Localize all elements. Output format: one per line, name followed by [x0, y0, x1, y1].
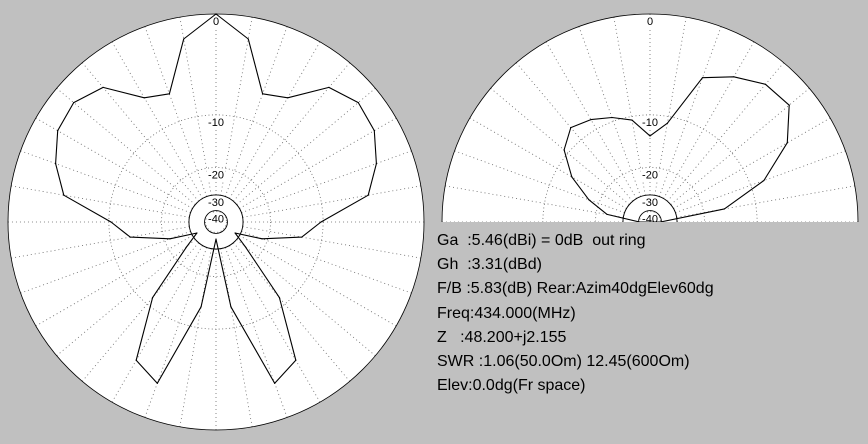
db-tick-label-bg — [207, 212, 225, 226]
db-tick-label-bg — [207, 168, 225, 182]
pattern-point — [196, 232, 198, 234]
elevation-polar-plot: 0 -10 -20 -30 -40 — [441, 13, 859, 226]
pattern-point — [186, 245, 188, 248]
frequency-readout: Freq:434.000(MHz) — [437, 304, 576, 322]
pattern-point — [55, 163, 57, 165]
pattern-point — [278, 297, 281, 299]
pattern-point — [274, 382, 276, 384]
elevation-readout: Elev:0.0dg(Fr space) — [437, 377, 586, 395]
pattern-point — [649, 135, 651, 137]
pattern-point — [320, 221, 322, 223]
db-ring — [205, 211, 227, 233]
db-ring — [595, 167, 705, 222]
pattern-point — [723, 208, 725, 210]
db-tick-label: -40 — [642, 214, 658, 226]
pattern-point — [110, 221, 112, 223]
db-tick-label-bg — [641, 15, 659, 28]
pattern-point — [659, 221, 661, 222]
pattern-point — [763, 179, 765, 182]
pattern-point — [168, 93, 170, 95]
pattern-point — [244, 245, 246, 248]
pattern-point — [151, 297, 154, 299]
pattern-point — [733, 76, 735, 78]
pattern-point — [666, 122, 669, 124]
azimuth-polar-plot: 0 -10 -20 -30 -40 — [7, 13, 425, 431]
pattern-point — [129, 236, 131, 238]
pattern-point — [588, 199, 590, 201]
pattern-point — [563, 149, 565, 151]
pattern-point — [788, 104, 790, 106]
pattern-point — [295, 359, 297, 361]
pattern-point — [234, 232, 236, 234]
pattern-point — [357, 101, 359, 104]
pattern-point — [367, 194, 369, 196]
pattern-point — [639, 221, 641, 222]
pattern-point — [571, 176, 573, 178]
pattern-point — [301, 236, 303, 238]
db-tick-label: -30 — [642, 197, 658, 209]
pattern-point — [262, 93, 264, 95]
db-tick-label-bg — [207, 15, 225, 28]
pattern-point — [373, 130, 375, 132]
antenna-info-panel: Ga :5.46(dBi) = 0dB out ring Gh :3.31(dB… — [437, 229, 714, 398]
db-tick-label: 0 — [647, 16, 653, 28]
pattern-point — [606, 213, 608, 216]
pattern-point — [63, 194, 65, 196]
db-tick-label: -30 — [208, 197, 224, 209]
pattern-point — [701, 77, 704, 79]
pattern-point — [102, 86, 104, 88]
pattern-point — [631, 119, 633, 121]
gain-dbi-readout: Ga :5.46(dBi) = 0dB out ring — [437, 232, 646, 249]
pattern-point — [230, 306, 232, 308]
db-tick-label-bg — [641, 212, 659, 222]
db-ring — [542, 114, 758, 222]
radiation-pattern-curve — [563, 76, 790, 222]
pattern-point — [143, 97, 145, 99]
center-ring — [188, 194, 244, 250]
pattern-point — [183, 38, 185, 40]
pattern-point — [287, 97, 289, 99]
db-tick-label-bg — [641, 115, 659, 129]
pattern-point — [261, 238, 263, 240]
pattern-point — [611, 116, 613, 119]
db-tick-label: 0 — [213, 16, 219, 28]
center-ring — [622, 194, 678, 222]
pattern-point — [590, 119, 592, 121]
pattern-point — [328, 86, 330, 88]
pattern-point — [375, 163, 377, 165]
center-ring — [204, 210, 228, 234]
db-tick-label-bg — [641, 168, 659, 182]
db-tick-label: -20 — [642, 170, 658, 182]
pattern-point — [135, 359, 137, 361]
pattern-point — [247, 38, 249, 40]
db-ring — [161, 167, 271, 277]
pattern-point — [156, 382, 158, 384]
pattern-point — [57, 130, 59, 132]
pattern-point — [73, 101, 75, 104]
db-tick-label-bg — [207, 115, 225, 129]
impedance-readout: Z :48.200+j2.155 — [437, 328, 567, 346]
pattern-point — [764, 83, 767, 85]
db-tick-label: -40 — [208, 214, 224, 226]
pattern-point — [570, 126, 572, 129]
swr-readout: SWR :1.06(50.0Om) 12.45(600Om) — [437, 352, 690, 370]
pattern-point — [215, 238, 217, 240]
front-back-readout: F/B :5.83(dB) Rear:Azim40dgElev60dg — [437, 280, 714, 298]
gain-dbd-readout: Gh :3.31(dBd) — [437, 256, 542, 274]
db-tick-label: -10 — [208, 117, 224, 129]
db-ring — [108, 114, 324, 330]
pattern-point — [786, 142, 788, 144]
db-tick-label-bg — [207, 195, 225, 209]
pattern-point — [200, 306, 202, 308]
outer-ring — [7, 13, 425, 431]
db-tick-label: -10 — [642, 117, 658, 129]
db-tick-label-bg — [641, 195, 659, 209]
pattern-point — [169, 238, 171, 240]
outer-ring — [441, 13, 859, 222]
db-tick-label: -20 — [208, 170, 224, 182]
